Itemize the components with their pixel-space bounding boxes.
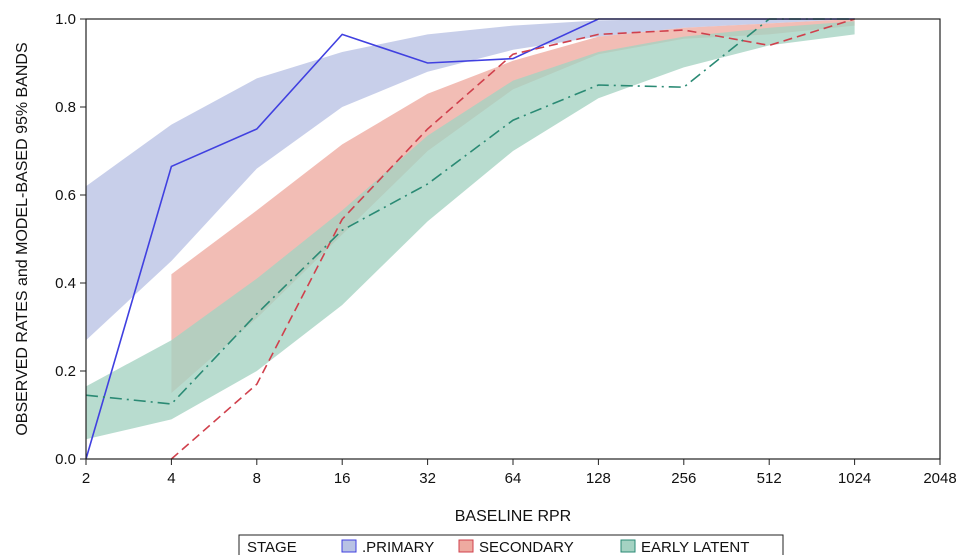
x-tick-label: 32 — [419, 470, 436, 487]
x-tick-label: 4 — [167, 470, 175, 487]
secondary-band — [171, 19, 855, 393]
early-latent-band — [86, 21, 855, 440]
confidence-bands — [86, 19, 855, 440]
legend-label-primary: .PRIMARY — [362, 539, 434, 555]
legend-label-early-latent: EARLY LATENT — [641, 539, 749, 555]
y-tick-label: 0.8 — [55, 99, 76, 116]
x-tick-label: 2048 — [923, 470, 956, 487]
y-axis-title: OBSERVED RATES and MODEL-BASED 95% BANDS — [14, 42, 31, 435]
y-tick-label: 0.4 — [55, 275, 76, 292]
x-axis-title: BASELINE RPR — [455, 508, 571, 525]
x-tick-label: 128 — [586, 470, 611, 487]
legend-swatch-early-latent — [620, 539, 636, 553]
legend-title: STAGE — [247, 539, 297, 555]
legend-swatch-primary — [341, 539, 357, 553]
primary-band — [86, 19, 855, 341]
x-tick-label: 256 — [671, 470, 696, 487]
legend: STAGE .PRIMARY SECONDARY EARLY LATENT — [238, 534, 784, 555]
x-tick-label: 1024 — [838, 470, 871, 487]
x-tick-label: 512 — [757, 470, 782, 487]
early-latent-line — [85, 18, 855, 405]
y-tick-label: 0.2 — [55, 363, 76, 380]
secondary-line — [170, 18, 855, 460]
x-tick-label: 16 — [334, 470, 351, 487]
legend-swatch-secondary — [458, 539, 474, 553]
y-tick-label: 1.0 — [55, 11, 76, 28]
y-tick-label: 0.6 — [55, 187, 76, 204]
legend-label-secondary: SECONDARY — [479, 539, 574, 555]
x-tick-label: 8 — [253, 470, 261, 487]
y-tick-label: 0.0 — [55, 451, 76, 468]
y-axis-ticks: 0.0 0.2 0.4 0.6 0.8 1.0 — [55, 11, 86, 468]
x-tick-label: 64 — [505, 470, 522, 487]
legend-box — [238, 534, 784, 555]
x-tick-label: 2 — [82, 470, 90, 487]
x-axis-ticks: 2 4 8 16 32 64 128 256 512 1024 2048 — [82, 459, 957, 487]
